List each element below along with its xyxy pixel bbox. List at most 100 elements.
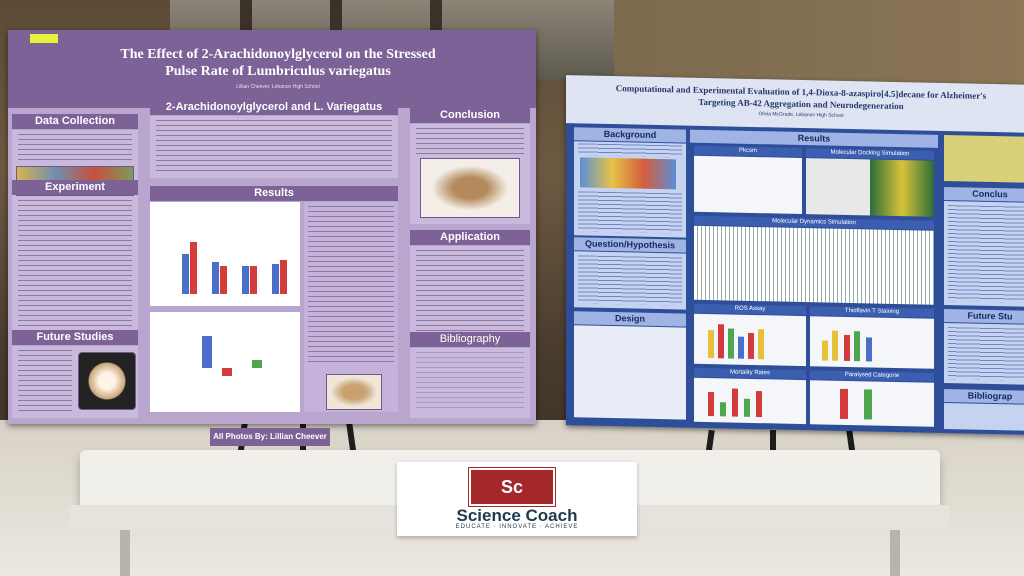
photo-credit: All Photos By: Lillian Cheever [210, 428, 330, 446]
chart-bar [252, 360, 262, 368]
chart-bar [220, 266, 227, 294]
ros-chart [694, 313, 806, 367]
section-heading: Background [574, 127, 686, 143]
section-heading: Experiment [12, 180, 138, 195]
chart-bar [840, 388, 848, 419]
chart-bar [832, 330, 838, 361]
section-body [150, 116, 398, 178]
table-leg [120, 530, 130, 576]
body-text [18, 200, 132, 328]
poster-header: Computational and Experimental Evaluatio… [566, 75, 1024, 133]
poster-title: Computational and Experimental Evaluatio… [586, 81, 1016, 114]
results-chart-2 [150, 312, 300, 412]
pkcsm-chart [694, 155, 802, 215]
chart-bar [280, 260, 287, 294]
docking-image [806, 158, 934, 217]
chart-bar [844, 334, 850, 362]
chart-bar [190, 242, 197, 294]
chart-bar [212, 262, 219, 294]
section-heading: Results [690, 129, 938, 148]
body-text [948, 205, 1024, 303]
right-poster: Computational and Experimental Evaluatio… [566, 75, 1024, 435]
chart-bar [822, 340, 828, 361]
dish-photo [78, 352, 136, 410]
section-heading: Data Collection [12, 114, 138, 129]
chart-bar [758, 329, 764, 360]
table-leg [890, 530, 900, 576]
sc-logo: Sc [468, 467, 556, 507]
section-heading: Bibliograp [944, 388, 1024, 404]
chart-bar [728, 328, 734, 359]
chart-bar [718, 324, 724, 359]
body-text [156, 120, 392, 174]
body-text [578, 191, 682, 234]
chart-bar [864, 389, 872, 420]
worm-photo [420, 158, 520, 218]
chart-bar [242, 266, 249, 294]
poster-header: The Effect of 2-Arachidonoylglycerol on … [8, 30, 536, 108]
section-heading: Application [410, 230, 530, 245]
chart-bar [708, 392, 714, 417]
section-heading: Results [150, 186, 398, 201]
chart-bar [720, 402, 726, 417]
sticky-note [30, 34, 58, 43]
section-heading: 2-Arachidonoylglycerol and L. Variegatus [150, 100, 398, 115]
chart-bar [250, 266, 257, 294]
section-heading: Bibliography [410, 332, 530, 347]
dynamics-chart [694, 225, 934, 305]
body-text [18, 350, 72, 414]
body-text [948, 327, 1024, 381]
title-line: Pulse Rate of Lumbriculus variegatus [165, 64, 391, 79]
section-body [944, 322, 1024, 385]
chart-bar [732, 388, 738, 417]
thioflavin-chart [810, 316, 934, 369]
section-body [944, 200, 1024, 307]
chart-bar [756, 391, 762, 418]
body-text [308, 206, 394, 366]
title-line: Targeting AB-42 Aggregation and Neurodeg… [698, 96, 904, 112]
chart-bar [182, 254, 189, 294]
brain-scan-image [580, 157, 676, 190]
section-body [12, 346, 138, 418]
design-diagram [574, 325, 686, 420]
left-poster: The Effect of 2-Arachidonoylglycerol on … [8, 30, 536, 446]
science-coach-sign: Sc Science Coach EDUCATE · INNOVATE · AC… [397, 462, 637, 536]
body-text [578, 255, 682, 306]
body-text [416, 250, 524, 334]
chart-bar [708, 330, 714, 359]
section-body [944, 402, 1024, 431]
section-body [410, 246, 530, 338]
body-text [416, 128, 524, 154]
body-text [416, 352, 524, 412]
section-body [410, 348, 530, 418]
body-text [18, 134, 132, 160]
sign-tagline: EDUCATE · INNOVATE · ACHIEVE [455, 524, 579, 530]
section-heading: Conclusion [410, 108, 530, 123]
chart-bar [222, 368, 232, 376]
section-heading: Future Stu [944, 308, 1024, 324]
microscope-image [944, 134, 1024, 183]
body-text [578, 143, 682, 158]
poster-author: Olivia McGrude, Lebanon High School [758, 111, 844, 119]
section-body [12, 196, 138, 332]
section-heading: Design [574, 311, 686, 327]
poster-author: Lillian Cheever, Lebanon High School [236, 84, 320, 90]
section-heading: Future Studies [12, 330, 138, 345]
chart-bar [744, 398, 750, 417]
section-heading: Question/Hypothesis [574, 237, 686, 253]
chart-bar [748, 332, 754, 360]
chart-bar [202, 336, 212, 368]
section-body [410, 124, 530, 224]
chart-bar [866, 337, 872, 362]
chart-bar [738, 336, 744, 359]
sign-name: Science Coach [456, 506, 578, 525]
title-line: The Effect of 2-Arachidonoylglycerol on … [120, 47, 436, 62]
worm-photo [326, 374, 382, 410]
results-notes [304, 202, 398, 412]
mortality-chart [694, 377, 806, 425]
results-chart [150, 202, 300, 306]
section-body [574, 141, 686, 238]
section-heading: Conclus [944, 186, 1024, 202]
paralysis-chart [810, 380, 934, 427]
chart-bar [854, 331, 860, 362]
